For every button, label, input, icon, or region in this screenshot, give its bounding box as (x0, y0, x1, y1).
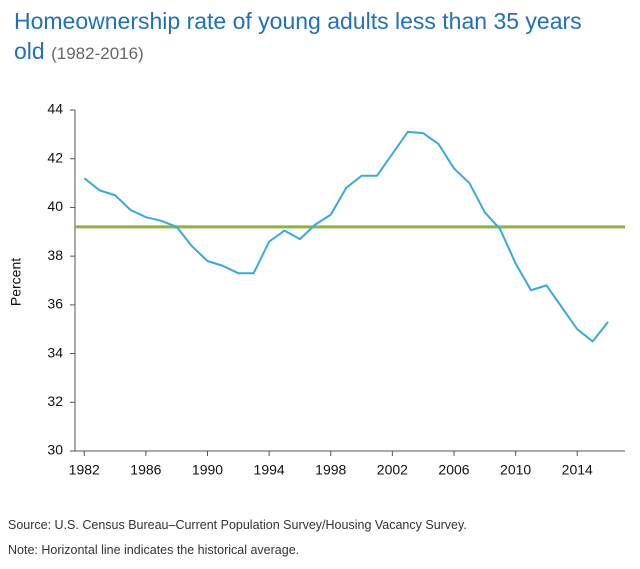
chart-title: Homeownership rate of young adults less … (14, 8, 582, 64)
x-tick-label: 1986 (130, 462, 161, 478)
x-tick-label: 2014 (562, 462, 593, 478)
x-tick-label: 2010 (500, 462, 531, 478)
y-tick-label: 44 (47, 101, 63, 117)
y-tick-label: 34 (47, 344, 63, 360)
y-tick-label: 40 (47, 198, 63, 214)
y-tick-label: 30 (47, 442, 63, 458)
source-note: Source: U.S. Census Bureau–Current Popul… (8, 518, 467, 532)
x-tick-label: 2002 (377, 462, 408, 478)
chart: Percent 30 32 34 36 38 40 42 44 1982 1986 1990 1994… (8, 101, 625, 478)
notes: Source: U.S. Census Bureau–Current Popul… (8, 513, 467, 563)
y-axis-label: Percent (8, 258, 24, 306)
x-tick-label: 1982 (69, 462, 100, 478)
data-line (83, 130, 609, 343)
chart-title-block: Homeownership rate of young adults less … (14, 6, 614, 69)
chart-subtitle: (1982-2016) (51, 44, 144, 63)
x-tick-label: 1998 (315, 462, 346, 478)
x-tick-label: 1990 (192, 462, 223, 478)
y-tick-label: 38 (47, 247, 63, 263)
y-tick-label: 32 (47, 393, 63, 409)
x-tick-label: 2006 (438, 462, 469, 478)
x-tick-label: 1994 (254, 462, 285, 478)
footnote: Note: Horizontal line indicates the hist… (8, 543, 300, 557)
y-tick-label: 42 (47, 149, 63, 165)
y-tick-label: 36 (47, 296, 63, 312)
